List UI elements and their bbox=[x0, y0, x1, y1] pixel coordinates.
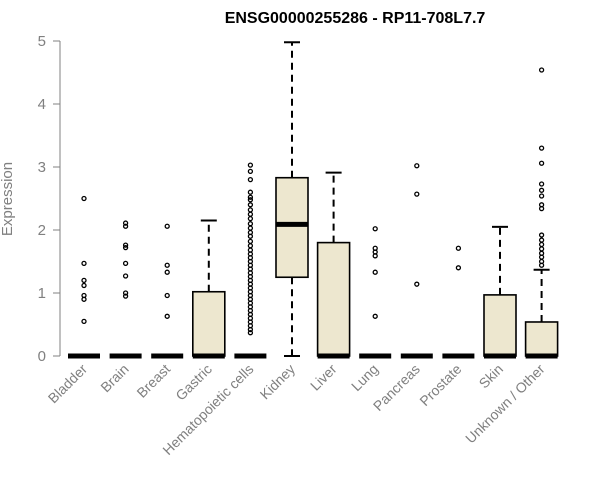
outlier-point bbox=[538, 205, 545, 212]
outlier-point bbox=[81, 296, 87, 302]
box-1 bbox=[68, 195, 100, 359]
box-body bbox=[524, 321, 559, 357]
box-12 bbox=[524, 67, 559, 359]
outlier-point bbox=[122, 220, 129, 226]
outlier-point bbox=[247, 197, 254, 203]
outlier-point bbox=[372, 313, 378, 319]
y-tick-label: 1 bbox=[38, 285, 46, 302]
chart-title: ENSG00000255286 - RP11-708L7.7 bbox=[225, 10, 486, 27]
box-7 bbox=[316, 171, 351, 359]
outlier-point bbox=[414, 163, 420, 169]
y-tick-label: 3 bbox=[38, 159, 46, 176]
outlier-point bbox=[538, 145, 545, 151]
outlier-point bbox=[81, 195, 87, 202]
y-axis-label: Expression bbox=[0, 162, 16, 236]
x-tick-label: Bladder bbox=[45, 361, 91, 407]
box-10 bbox=[442, 245, 475, 359]
outlier-point bbox=[538, 262, 545, 268]
outlier-point bbox=[538, 237, 545, 243]
outlier-point bbox=[538, 241, 545, 248]
box-body bbox=[275, 176, 309, 279]
outlier-point bbox=[247, 176, 254, 183]
outlier-point bbox=[538, 232, 545, 238]
outlier-point bbox=[538, 181, 545, 187]
box-body bbox=[316, 241, 351, 357]
outlier-point bbox=[164, 262, 170, 268]
x-tick-label: Kidney bbox=[257, 361, 299, 403]
box-2 bbox=[109, 220, 142, 359]
outlier-point bbox=[414, 191, 420, 197]
box-3 bbox=[151, 223, 184, 359]
y-tick-label: 4 bbox=[38, 96, 46, 113]
outlier-point bbox=[372, 226, 378, 232]
y-axis: 0 1 2 3 4 5 bbox=[38, 33, 61, 365]
outlier-point bbox=[247, 225, 254, 231]
outlier-point bbox=[247, 233, 254, 239]
box-5 bbox=[234, 162, 267, 359]
outlier-point bbox=[414, 281, 420, 287]
outlier-point bbox=[247, 243, 254, 249]
outlier-point bbox=[247, 211, 254, 217]
box-6 bbox=[275, 41, 309, 357]
outlier-point bbox=[164, 269, 170, 275]
x-tick-label: Brain bbox=[97, 361, 131, 395]
outlier-point bbox=[247, 216, 254, 222]
outlier-point bbox=[538, 246, 545, 252]
outlier-point bbox=[81, 282, 87, 289]
box-9 bbox=[400, 163, 433, 359]
outlier-point bbox=[122, 244, 129, 251]
outlier-point bbox=[247, 207, 254, 213]
outlier-point bbox=[455, 245, 462, 251]
outlier-point bbox=[247, 330, 254, 336]
outlier-point bbox=[247, 238, 254, 244]
outlier-point bbox=[247, 326, 254, 333]
outlier-point bbox=[164, 223, 170, 229]
box-series bbox=[68, 41, 559, 359]
box-8 bbox=[359, 226, 392, 359]
outlier-point bbox=[247, 168, 254, 175]
x-tick-label: Prostate bbox=[416, 361, 464, 409]
x-tick-label: Skin bbox=[476, 361, 507, 392]
x-tick-label: Lung bbox=[348, 361, 381, 394]
outlier-point bbox=[81, 318, 87, 325]
outlier-point bbox=[122, 293, 129, 299]
x-tick-label: Breast bbox=[133, 361, 173, 401]
outlier-point bbox=[122, 242, 129, 248]
outlier-point bbox=[538, 160, 545, 166]
outlier-point bbox=[372, 253, 378, 259]
y-tick-label: 0 bbox=[38, 348, 46, 365]
box-body bbox=[192, 290, 226, 357]
outlier-point bbox=[247, 221, 254, 227]
outlier-point bbox=[164, 292, 170, 299]
outlier-point bbox=[372, 269, 378, 275]
outlier-point bbox=[538, 187, 545, 193]
box-4 bbox=[192, 219, 226, 359]
outlier-point bbox=[247, 162, 254, 168]
outlier-point bbox=[122, 223, 129, 229]
outlier-point bbox=[538, 193, 545, 199]
outlier-point bbox=[455, 265, 462, 271]
outlier-point bbox=[122, 290, 129, 296]
box-11 bbox=[483, 225, 517, 359]
outlier-point bbox=[247, 202, 254, 208]
y-tick-label: 5 bbox=[38, 33, 46, 50]
outlier-point bbox=[122, 273, 129, 279]
outlier-point bbox=[81, 260, 87, 267]
outlier-point bbox=[247, 189, 254, 195]
outlier-point bbox=[122, 260, 129, 267]
outlier-point bbox=[164, 313, 170, 319]
outlier-point bbox=[538, 254, 545, 260]
x-tick-label: Liver bbox=[307, 361, 340, 394]
y-tick-label: 2 bbox=[38, 222, 46, 239]
outlier-point bbox=[247, 194, 254, 200]
box-body bbox=[483, 294, 517, 357]
outlier-point bbox=[81, 277, 87, 284]
outlier-point bbox=[538, 67, 545, 73]
x-tick-label: Unknown / Other bbox=[462, 361, 548, 447]
